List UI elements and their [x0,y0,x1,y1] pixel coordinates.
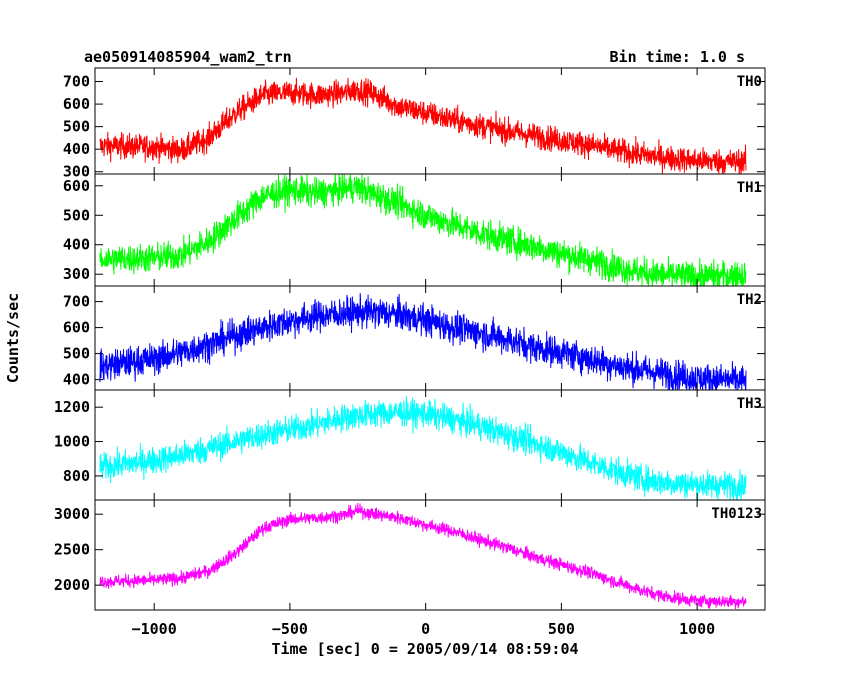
panel-label: TH3 [737,396,762,412]
panel-th0: 300 400 500 600 700 TH0 [63,67,766,181]
y-tick-label: 400 [63,140,90,158]
x-tick-label: 0 [421,620,430,638]
panel-th2: 400 500 600 700 TH2 [63,285,766,391]
y-tick-label: 600 [63,319,90,337]
series-line-th3 [99,395,747,500]
y-tick-label: 600 [63,95,90,113]
y-tick-label: 300 [63,265,90,283]
x-tick-label: 1000 [679,620,715,638]
bin-time-label: Bin time: 1.0 s [610,48,745,66]
y-tick-label: 500 [63,118,90,136]
x-tick-label: −500 [272,620,308,638]
series-line-th0 [99,77,747,174]
y-tick-label: 400 [63,236,90,254]
panel-label: TH0 [737,74,762,90]
y-tick-label: 500 [63,345,90,363]
x-axis: −1000 −500 0 500 1000 [132,620,716,638]
x-tick-label: 500 [548,620,575,638]
panel-th0123: 2000 2500 3000 TH0123 [54,499,766,611]
panel-frame [94,499,766,611]
y-tick-label: 800 [63,467,90,485]
y-tick-label: 700 [63,73,90,91]
panel-label: TH0123 [711,506,762,522]
panel-th1: 300 400 500 600 TH1 [63,173,766,287]
x-tick-label: −1000 [132,620,177,638]
chart-title: ae050914085904_wam2_trn [84,48,292,66]
y-axis-title: Counts/sec [4,293,22,383]
y-tick-label: 1000 [54,433,90,451]
series-line-th1 [99,174,747,286]
y-tick-label: 400 [63,371,90,389]
y-tick-label: 500 [63,206,90,224]
y-tick-label: 2500 [54,541,90,559]
series-line-th0123 [99,502,747,610]
panel-th3: 800 1000 1200 TH3 [54,389,766,501]
y-tick-label: 1200 [54,398,90,416]
panel-label: TH2 [737,292,762,308]
panels-group: 300 400 500 600 700 TH0 300 400 500 600 TH1 400 500 6… [54,67,766,611]
y-tick-label: 300 [63,163,90,181]
y-tick-label: 3000 [54,505,90,523]
y-tick-label: 700 [63,293,90,311]
series-line-th2 [99,293,747,390]
y-tick-label: 600 [63,177,90,195]
y-tick-label: 2000 [54,576,90,594]
panel-label: TH1 [737,180,762,196]
x-axis-title: Time [sec] 0 = 2005/09/14 08:59:04 [271,640,578,658]
